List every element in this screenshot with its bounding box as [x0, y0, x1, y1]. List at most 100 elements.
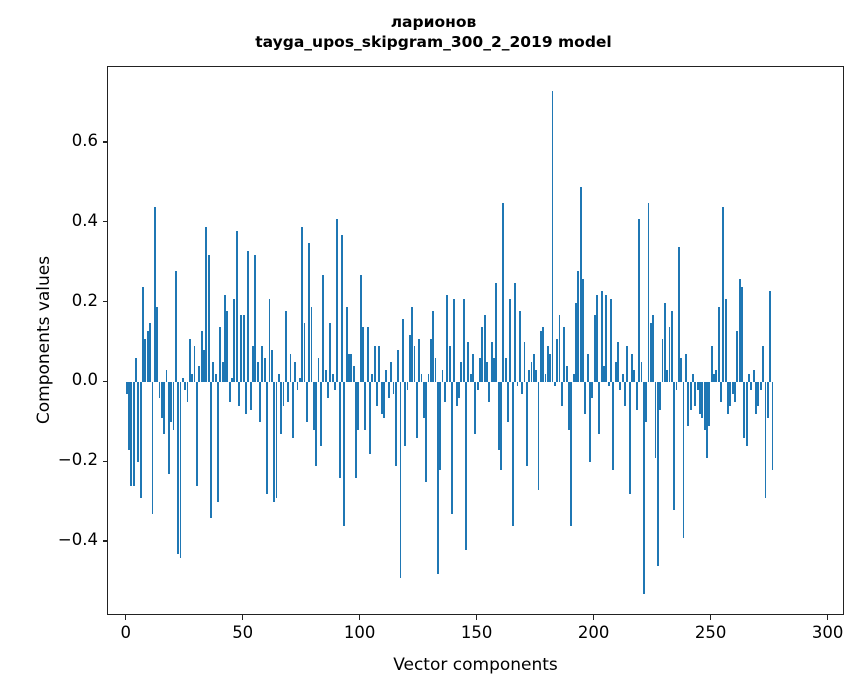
bar: [369, 382, 371, 455]
x-tick-label: 250: [694, 623, 727, 642]
y-tick-label: 0.2: [71, 290, 98, 310]
x-tick-label: 100: [343, 623, 376, 642]
bar: [238, 382, 240, 407]
bar: [694, 382, 697, 407]
bar: [661, 338, 664, 383]
bar: [144, 338, 147, 383]
bar: [687, 382, 690, 427]
bar: [682, 382, 685, 539]
x-tick-label: 150: [460, 623, 493, 642]
bar: [436, 382, 439, 575]
bar: [647, 202, 650, 383]
bar: [434, 358, 437, 383]
bar: [748, 374, 750, 383]
y-tick-mark: [102, 141, 107, 143]
bar: [235, 230, 238, 383]
bar: [322, 274, 325, 383]
bar: [432, 310, 435, 383]
y-tick-mark: [102, 221, 107, 223]
bar: [493, 358, 495, 383]
bar: [680, 358, 683, 383]
bar: [544, 374, 547, 383]
bar: [310, 306, 313, 383]
bar: [373, 346, 376, 383]
bar: [226, 310, 229, 383]
bar: [343, 382, 346, 527]
bar: [242, 314, 245, 383]
bar: [254, 254, 257, 383]
bar: [184, 382, 187, 391]
bar: [198, 366, 201, 383]
bar: [317, 358, 320, 383]
bar: [677, 246, 680, 383]
bar: [717, 306, 720, 383]
bar: [474, 382, 477, 435]
bar: [575, 302, 577, 383]
y-tick-mark: [102, 460, 107, 462]
y-tick-label: 0.0: [71, 370, 98, 390]
bar: [331, 374, 334, 383]
bar: [214, 374, 217, 383]
bar: [771, 382, 774, 471]
bar: [745, 382, 748, 447]
bar: [450, 382, 453, 515]
bar: [764, 382, 767, 499]
bar: [359, 274, 362, 383]
bar: [296, 382, 299, 391]
bar: [256, 362, 259, 383]
bar: [312, 382, 315, 431]
bar: [502, 202, 505, 383]
bar: [305, 382, 308, 423]
x-axis-label: Vector components: [393, 655, 558, 675]
bar: [497, 382, 500, 451]
bar: [202, 350, 205, 383]
bar: [125, 382, 128, 395]
bar: [738, 278, 741, 383]
bar: [193, 346, 196, 383]
bar: [425, 382, 428, 483]
bar: [659, 382, 662, 411]
bar: [142, 286, 145, 383]
bar: [181, 378, 184, 383]
bar: [649, 322, 652, 383]
bar: [231, 378, 233, 383]
bar: [366, 326, 369, 383]
bar: [593, 314, 596, 383]
x-tick-mark: [359, 615, 361, 620]
bar: [149, 322, 152, 383]
bar: [691, 374, 694, 383]
bar: [605, 294, 608, 383]
bar: [415, 382, 418, 439]
bar: [699, 382, 701, 415]
bar: [720, 382, 722, 403]
bar: [750, 382, 753, 391]
y-tick-label: −0.4: [57, 530, 98, 550]
bar: [525, 382, 528, 467]
bar: [596, 294, 598, 383]
bar: [357, 382, 360, 431]
bar: [263, 358, 266, 383]
bar: [518, 310, 521, 383]
y-tick-label: 0.4: [71, 210, 98, 230]
bar: [294, 362, 297, 383]
bar-series: [108, 67, 843, 614]
bar: [404, 382, 407, 447]
bar: [179, 382, 182, 559]
bar: [689, 382, 692, 411]
bar: [217, 382, 219, 503]
bar: [703, 382, 706, 431]
bar: [642, 382, 645, 595]
bar: [158, 382, 161, 399]
bar: [418, 338, 421, 383]
bar: [607, 382, 610, 387]
bar: [303, 322, 306, 383]
bar: [151, 382, 154, 515]
bar: [287, 382, 290, 403]
bar: [621, 374, 624, 383]
bar: [460, 362, 463, 383]
bar: [713, 374, 715, 383]
x-tick-label: 50: [232, 623, 254, 642]
bar: [476, 382, 479, 391]
bar: [532, 354, 535, 383]
bar: [345, 306, 348, 383]
